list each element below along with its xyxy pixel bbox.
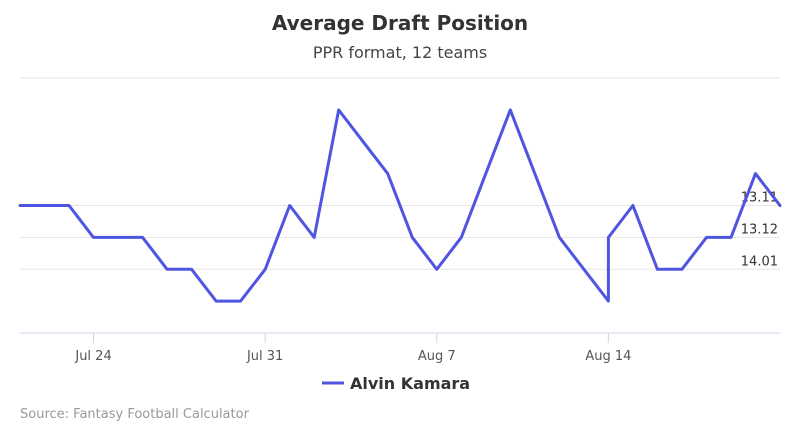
data-point[interactable] — [553, 231, 565, 243]
data-point[interactable] — [774, 200, 786, 212]
x-axis: Jul 24 Jul 31 Aug 7 Aug 14 — [74, 333, 631, 364]
x-tick-label-0: Jul 24 — [74, 349, 111, 364]
data-point[interactable] — [137, 231, 149, 243]
x-tick-label-2: Aug 7 — [418, 349, 456, 364]
data-point[interactable] — [210, 295, 222, 307]
data-point[interactable] — [529, 168, 541, 180]
data-point[interactable] — [63, 200, 75, 212]
x-tick-label-1: Jul 31 — [246, 349, 283, 364]
data-point[interactable] — [578, 263, 590, 275]
data-point[interactable] — [259, 263, 271, 275]
y-axis: 13.11 13.12 14.01 — [741, 191, 778, 270]
series-group — [14, 104, 786, 307]
gridlines — [20, 77, 780, 270]
data-point[interactable] — [725, 231, 737, 243]
data-point[interactable] — [186, 263, 198, 275]
data-point[interactable] — [284, 200, 296, 212]
data-point[interactable] — [701, 231, 713, 243]
data-point[interactable] — [14, 200, 26, 212]
chart-subtitle: PPR format, 12 teams — [313, 43, 487, 62]
data-point[interactable] — [750, 168, 762, 180]
data-point[interactable] — [357, 136, 369, 148]
data-point[interactable] — [480, 168, 492, 180]
data-point[interactable] — [455, 231, 467, 243]
data-point[interactable] — [431, 263, 443, 275]
data-point[interactable] — [382, 168, 394, 180]
data-point[interactable] — [235, 295, 247, 307]
data-point[interactable] — [602, 231, 614, 243]
y-tick-label-1: 13.12 — [741, 222, 778, 237]
data-point[interactable] — [627, 200, 639, 212]
x-tick-label-3: Aug 14 — [585, 349, 631, 364]
data-point[interactable] — [39, 200, 51, 212]
y-tick-label-2: 14.01 — [741, 254, 778, 269]
data-point[interactable] — [88, 231, 100, 243]
legend-label[interactable]: Alvin Kamara — [350, 374, 470, 393]
data-point[interactable] — [602, 295, 614, 307]
source-credit[interactable]: Source: Fantasy Football Calculator — [20, 407, 250, 422]
legend[interactable]: Alvin Kamara — [322, 374, 470, 393]
y-tick-label-0: 13.11 — [741, 191, 778, 206]
data-point[interactable] — [333, 104, 345, 116]
data-point[interactable] — [676, 263, 688, 275]
chart-title: Average Draft Position — [272, 11, 528, 35]
data-point[interactable] — [112, 231, 124, 243]
data-point[interactable] — [161, 263, 173, 275]
data-point[interactable] — [308, 231, 320, 243]
data-point[interactable] — [504, 104, 516, 116]
data-point[interactable] — [651, 263, 663, 275]
series-line-0[interactable] — [18, 108, 782, 303]
data-point[interactable] — [406, 231, 418, 243]
